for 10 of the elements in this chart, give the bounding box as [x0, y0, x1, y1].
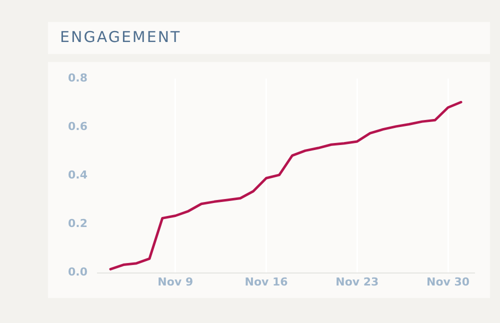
chart-title: ENGAGEMENT — [60, 28, 182, 46]
y-tick-label: 0.0 — [68, 266, 88, 279]
y-tick-label: 0.8 — [68, 71, 88, 84]
y-tick-label: 0.4 — [68, 168, 88, 182]
x-tick-label: Nov 23 — [336, 275, 379, 288]
y-tick-label: 0.2 — [68, 217, 88, 230]
x-tick-label: Nov 9 — [158, 275, 194, 288]
y-tick-label: 0.6 — [68, 120, 88, 134]
x-tick-label: Nov 30 — [426, 275, 470, 288]
x-tick-label: Nov 16 — [244, 275, 288, 288]
